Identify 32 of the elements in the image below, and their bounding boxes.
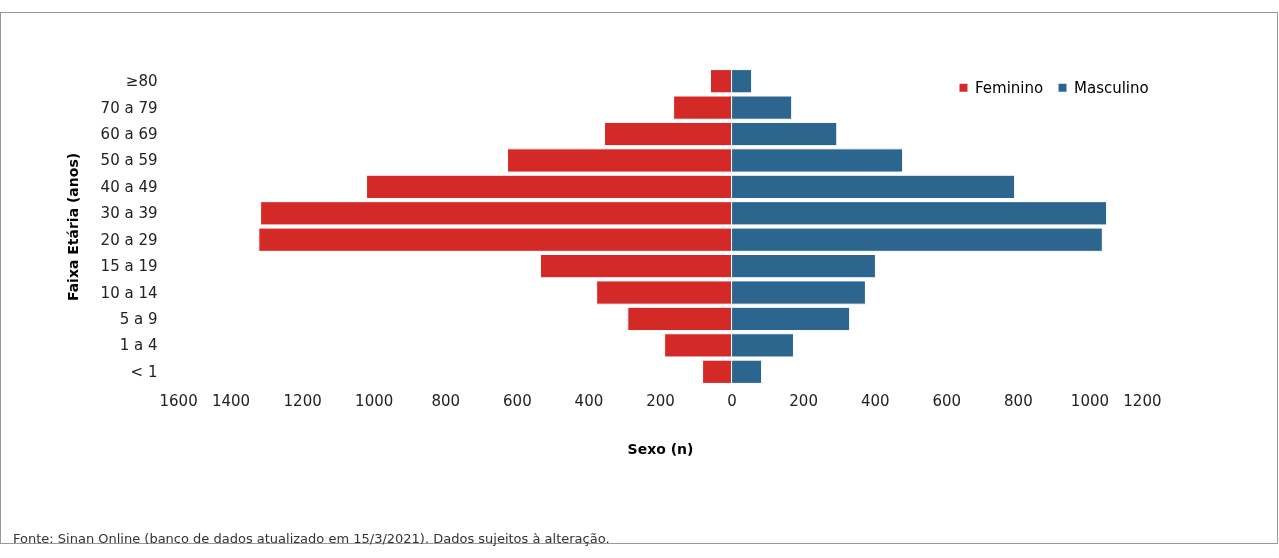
x-tick-label: 800 — [1004, 391, 1033, 410]
y-tick-label: < 1 — [130, 362, 158, 381]
y-tick-label: 50 a 59 — [100, 151, 158, 170]
y-tick-label: 60 a 69 — [100, 125, 158, 144]
x-tick-label: 1000 — [1070, 391, 1110, 410]
x-axis-title: Sexo (n) — [627, 440, 694, 457]
x-tick-label: 1200 — [283, 391, 322, 410]
y-tick-label: 40 a 49 — [100, 177, 158, 196]
y-axis-title: Faixa Etária (anos) — [64, 152, 81, 302]
x-tick-label: 1000 — [355, 391, 394, 410]
legend-label: Feminino — [975, 78, 1044, 97]
source-note: Fonte: Sinan Online (banco de dados atualizado em 15/3/2021). Dados sujeitos à alteração. — [13, 531, 610, 546]
x-tick-label: 200 — [646, 391, 675, 410]
y-tick-label: 5 a 9 — [119, 309, 158, 328]
x-tick-label: 0 — [727, 391, 737, 410]
y-tick-label: 20 a 29 — [100, 230, 158, 249]
y-tick-label: 30 a 39 — [100, 204, 158, 223]
y-tick-label: 15 a 19 — [100, 257, 158, 276]
y-tick-label: 10 a 14 — [100, 283, 158, 302]
x-tick-label: 1600 — [159, 391, 198, 410]
x-tick-label: 600 — [503, 391, 532, 410]
x-tick-label: 400 — [860, 391, 890, 410]
x-tick-label: 800 — [431, 391, 461, 410]
y-tick-label: ≥80 — [125, 72, 158, 91]
y-tick-label: 70 a 79 — [100, 98, 158, 117]
x-tick-label: 1200 — [1123, 391, 1162, 410]
legend-label: Masculino — [1074, 78, 1149, 97]
y-tick-label: 1 a 4 — [119, 336, 158, 355]
x-tick-label: 600 — [932, 391, 962, 410]
x-tick-label: 400 — [574, 391, 604, 410]
x-tick-label: 1400 — [211, 391, 251, 410]
x-tick-label: 200 — [789, 391, 818, 410]
